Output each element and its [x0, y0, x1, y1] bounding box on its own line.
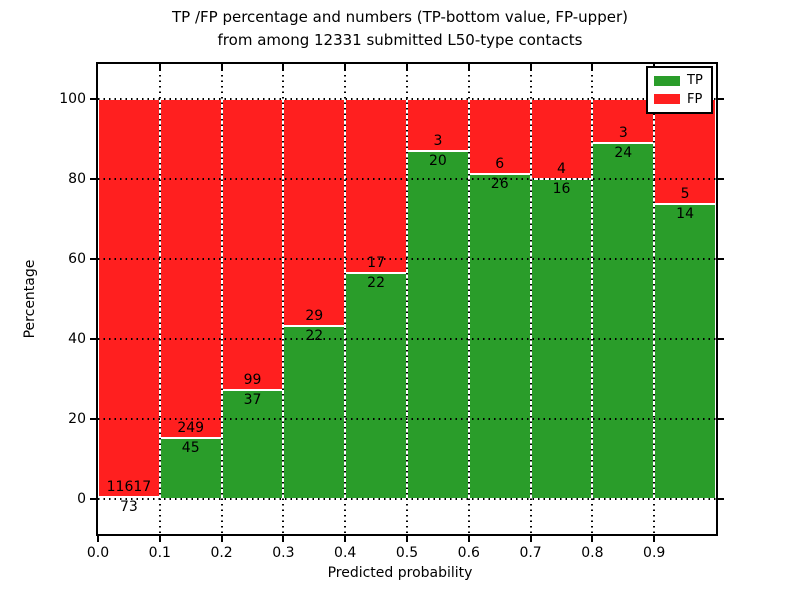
y-axis-tick [90, 338, 96, 340]
y-tick-label: 100 [59, 91, 86, 107]
x-tick-label: 0.7 [519, 545, 542, 561]
fp-count-label: 249 [177, 419, 205, 436]
legend-row-fp: FP [654, 92, 705, 107]
x-axis-tick [591, 536, 594, 542]
bar-segment-tp [283, 326, 346, 499]
fp-count-label: 6 [495, 156, 505, 172]
tp-count-label: 20 [428, 153, 447, 170]
bar-segment-fp [345, 99, 407, 274]
x-axis-tick [529, 536, 532, 542]
x-axis-tick [467, 536, 470, 542]
y-axis-tick [90, 98, 96, 100]
y-axis-tick [718, 98, 724, 100]
bar-segment-fp [530, 99, 593, 179]
bar-segment-fp [221, 99, 284, 391]
y-axis-tick [718, 418, 724, 420]
bar-segment-tp [468, 174, 531, 499]
tp-count-label: 14 [676, 206, 694, 223]
x-axis-tick [97, 536, 99, 542]
plot-area: 11617 73 249 45 99 37 29 22 17 22 3 20 6 26 4 16 3 24 5 14 … [96, 62, 718, 536]
y-axis-tick [90, 498, 96, 500]
bar-segment-tp [407, 151, 469, 499]
gridline-v [591, 64, 594, 534]
y-tick-label: 60 [68, 251, 86, 267]
x-tick-label: 0.4 [334, 545, 357, 561]
bar-segment-fp [283, 99, 346, 327]
chart-title-line1: TP /FP percentage and numbers (TP-bottom… [172, 8, 628, 26]
y-axis-tick [90, 178, 96, 180]
fp-count-label: 99 [243, 372, 262, 389]
tp-count-label: 24 [614, 145, 633, 162]
bar-segment-tp [592, 143, 655, 499]
y-tick-label: 20 [68, 411, 86, 427]
x-axis-tick [158, 536, 161, 542]
legend: TP FP [646, 66, 713, 114]
y-axis-label: Percentage [22, 259, 38, 339]
x-tick-label: 0.6 [457, 545, 480, 561]
tp-count-label: 16 [552, 181, 571, 197]
gridline-v [529, 64, 532, 534]
tp-count-label: 73 [119, 498, 138, 515]
tp-count-label: 37 [243, 392, 262, 409]
tp-count-label: 22 [367, 275, 385, 292]
legend-swatch-fp-icon [654, 94, 680, 105]
y-axis-tick [90, 418, 96, 420]
x-tick-label: 0.9 [643, 545, 666, 561]
fp-count-label: 3 [433, 133, 443, 150]
bar-segment-tp [654, 204, 716, 499]
bar-segment-fp [98, 99, 160, 497]
x-tick-label: 0.1 [148, 545, 171, 561]
tp-count-label: 22 [305, 328, 324, 345]
x-tick-label: 0.0 [86, 545, 110, 561]
gridline-v [653, 64, 656, 534]
tp-count-label: 26 [490, 176, 509, 192]
fp-count-label: 29 [305, 308, 324, 325]
fp-count-label: 5 [680, 186, 690, 203]
x-axis-tick [282, 536, 285, 542]
x-axis-tick [344, 536, 347, 542]
x-axis-tick [220, 536, 223, 542]
x-axis-label: Predicted probability [327, 565, 473, 581]
y-axis-tick [718, 498, 724, 500]
fp-count-label: 3 [618, 125, 628, 142]
plot-inner: 11617 73 249 45 99 37 29 22 17 22 3 20 6 26 4 16 3 24 5 14 [98, 64, 716, 534]
legend-label-tp: TP [687, 73, 703, 89]
fp-count-label: 17 [367, 255, 385, 272]
x-axis-tick [653, 536, 656, 542]
fp-count-label: 11617 [106, 478, 152, 495]
gridline-v [344, 64, 347, 534]
bar-segment-tp [345, 273, 407, 499]
x-axis-tick [406, 536, 408, 542]
x-tick-label: 0.5 [395, 545, 419, 561]
chart-title-line2: from among 12331 submitted L50-type cont… [217, 31, 583, 49]
gridline-v [158, 64, 161, 534]
gridline-v [282, 64, 285, 534]
bar-segment-fp [592, 99, 655, 144]
y-tick-label: 0 [77, 491, 86, 507]
legend-row-tp: TP [654, 73, 705, 88]
y-tick-label: 80 [68, 171, 86, 187]
x-tick-label: 0.8 [581, 545, 604, 561]
y-axis-tick [90, 258, 96, 260]
x-tick-label: 0.3 [272, 545, 295, 561]
y-axis-tick [718, 258, 724, 260]
y-axis-tick [718, 178, 724, 180]
tp-count-label: 45 [181, 439, 200, 456]
bar-segment-fp [654, 99, 716, 205]
fp-count-label: 4 [557, 161, 566, 177]
y-axis-tick [718, 338, 724, 340]
x-tick-label: 0.2 [210, 545, 233, 561]
gridline-v [467, 64, 470, 534]
y-tick-label: 40 [68, 331, 86, 347]
bar-segment-fp [159, 99, 222, 438]
legend-swatch-tp-icon [654, 75, 680, 86]
legend-label-fp: FP [687, 91, 703, 107]
gridline-v [220, 64, 223, 534]
gridline-v [406, 64, 408, 534]
